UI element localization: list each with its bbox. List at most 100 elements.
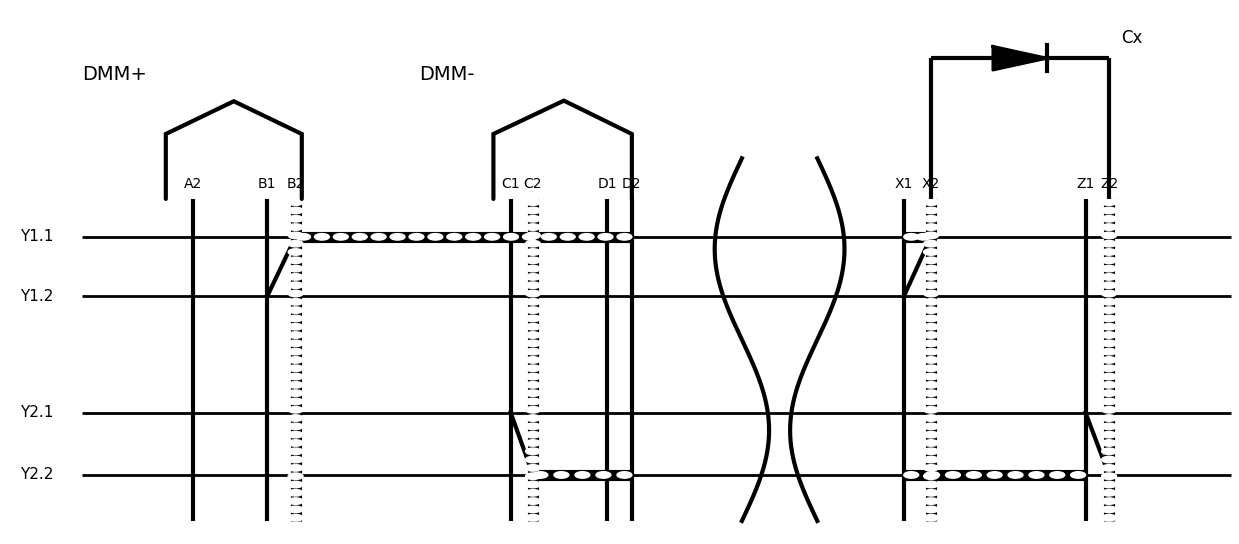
Circle shape bbox=[525, 274, 540, 280]
Circle shape bbox=[525, 365, 540, 372]
Circle shape bbox=[575, 472, 590, 478]
Circle shape bbox=[525, 199, 540, 206]
Circle shape bbox=[1101, 299, 1116, 305]
Circle shape bbox=[289, 448, 304, 455]
Circle shape bbox=[525, 381, 540, 388]
Circle shape bbox=[1070, 472, 1085, 478]
Circle shape bbox=[1101, 398, 1116, 405]
Circle shape bbox=[923, 274, 938, 280]
Circle shape bbox=[916, 233, 930, 240]
Circle shape bbox=[525, 224, 540, 230]
Circle shape bbox=[289, 274, 304, 280]
Circle shape bbox=[390, 233, 405, 240]
Text: Cx: Cx bbox=[1121, 29, 1142, 47]
Circle shape bbox=[289, 506, 304, 512]
Circle shape bbox=[1101, 431, 1116, 438]
Circle shape bbox=[525, 423, 540, 430]
Circle shape bbox=[1101, 448, 1116, 455]
Circle shape bbox=[525, 249, 540, 255]
Circle shape bbox=[525, 290, 540, 297]
Circle shape bbox=[289, 257, 304, 263]
Text: D1: D1 bbox=[597, 177, 617, 191]
Circle shape bbox=[525, 332, 540, 338]
Circle shape bbox=[923, 348, 938, 355]
Circle shape bbox=[923, 249, 938, 255]
Circle shape bbox=[1101, 357, 1116, 363]
Circle shape bbox=[289, 348, 304, 355]
Text: DMM-: DMM- bbox=[419, 65, 475, 84]
Circle shape bbox=[923, 490, 938, 496]
Circle shape bbox=[525, 473, 540, 479]
Circle shape bbox=[525, 481, 540, 488]
Circle shape bbox=[923, 299, 938, 305]
Circle shape bbox=[427, 233, 442, 240]
Circle shape bbox=[1101, 473, 1116, 479]
Circle shape bbox=[923, 506, 938, 512]
Circle shape bbox=[289, 365, 304, 372]
Circle shape bbox=[289, 315, 304, 322]
Circle shape bbox=[1101, 324, 1116, 330]
Circle shape bbox=[315, 233, 330, 240]
Circle shape bbox=[1101, 506, 1116, 512]
Circle shape bbox=[1101, 274, 1116, 280]
Circle shape bbox=[923, 448, 938, 455]
Circle shape bbox=[525, 282, 540, 288]
Circle shape bbox=[296, 233, 311, 240]
Circle shape bbox=[525, 232, 540, 239]
Circle shape bbox=[923, 381, 938, 388]
Circle shape bbox=[923, 282, 938, 288]
Circle shape bbox=[352, 233, 367, 240]
Circle shape bbox=[289, 415, 304, 421]
Circle shape bbox=[289, 431, 304, 438]
Circle shape bbox=[1101, 381, 1116, 388]
Circle shape bbox=[289, 249, 304, 255]
Text: B2: B2 bbox=[286, 177, 305, 191]
Circle shape bbox=[1101, 315, 1116, 322]
Circle shape bbox=[541, 233, 556, 240]
Circle shape bbox=[924, 472, 939, 478]
Circle shape bbox=[923, 456, 938, 463]
Circle shape bbox=[987, 472, 1002, 478]
Circle shape bbox=[617, 233, 632, 240]
Text: Y2.1: Y2.1 bbox=[20, 405, 53, 420]
Circle shape bbox=[560, 233, 575, 240]
Circle shape bbox=[289, 498, 304, 504]
Circle shape bbox=[1101, 490, 1116, 496]
Circle shape bbox=[579, 233, 593, 240]
Text: B1: B1 bbox=[258, 177, 276, 191]
Circle shape bbox=[1101, 373, 1116, 380]
Circle shape bbox=[923, 406, 938, 413]
Circle shape bbox=[1101, 307, 1116, 313]
Circle shape bbox=[289, 465, 304, 471]
Circle shape bbox=[1101, 282, 1116, 288]
Circle shape bbox=[1101, 481, 1116, 488]
Text: Z1: Z1 bbox=[1077, 177, 1095, 191]
Text: X2: X2 bbox=[922, 177, 940, 191]
Circle shape bbox=[289, 481, 304, 488]
Circle shape bbox=[923, 473, 938, 479]
Circle shape bbox=[525, 348, 540, 355]
Circle shape bbox=[923, 315, 938, 322]
Circle shape bbox=[1101, 390, 1116, 397]
Circle shape bbox=[945, 472, 960, 478]
Circle shape bbox=[289, 307, 304, 313]
Circle shape bbox=[525, 506, 540, 512]
Circle shape bbox=[525, 448, 540, 455]
Circle shape bbox=[923, 357, 938, 363]
Circle shape bbox=[923, 215, 938, 222]
Circle shape bbox=[523, 233, 538, 240]
Circle shape bbox=[289, 199, 304, 206]
Circle shape bbox=[1101, 215, 1116, 222]
Circle shape bbox=[923, 340, 938, 347]
Circle shape bbox=[923, 423, 938, 430]
Circle shape bbox=[525, 373, 540, 380]
Circle shape bbox=[525, 406, 540, 413]
Circle shape bbox=[1101, 240, 1116, 247]
Circle shape bbox=[503, 233, 518, 240]
Circle shape bbox=[289, 390, 304, 397]
Circle shape bbox=[903, 472, 918, 478]
Circle shape bbox=[596, 472, 611, 478]
Circle shape bbox=[525, 215, 540, 222]
Circle shape bbox=[1101, 456, 1116, 463]
Circle shape bbox=[333, 233, 348, 240]
